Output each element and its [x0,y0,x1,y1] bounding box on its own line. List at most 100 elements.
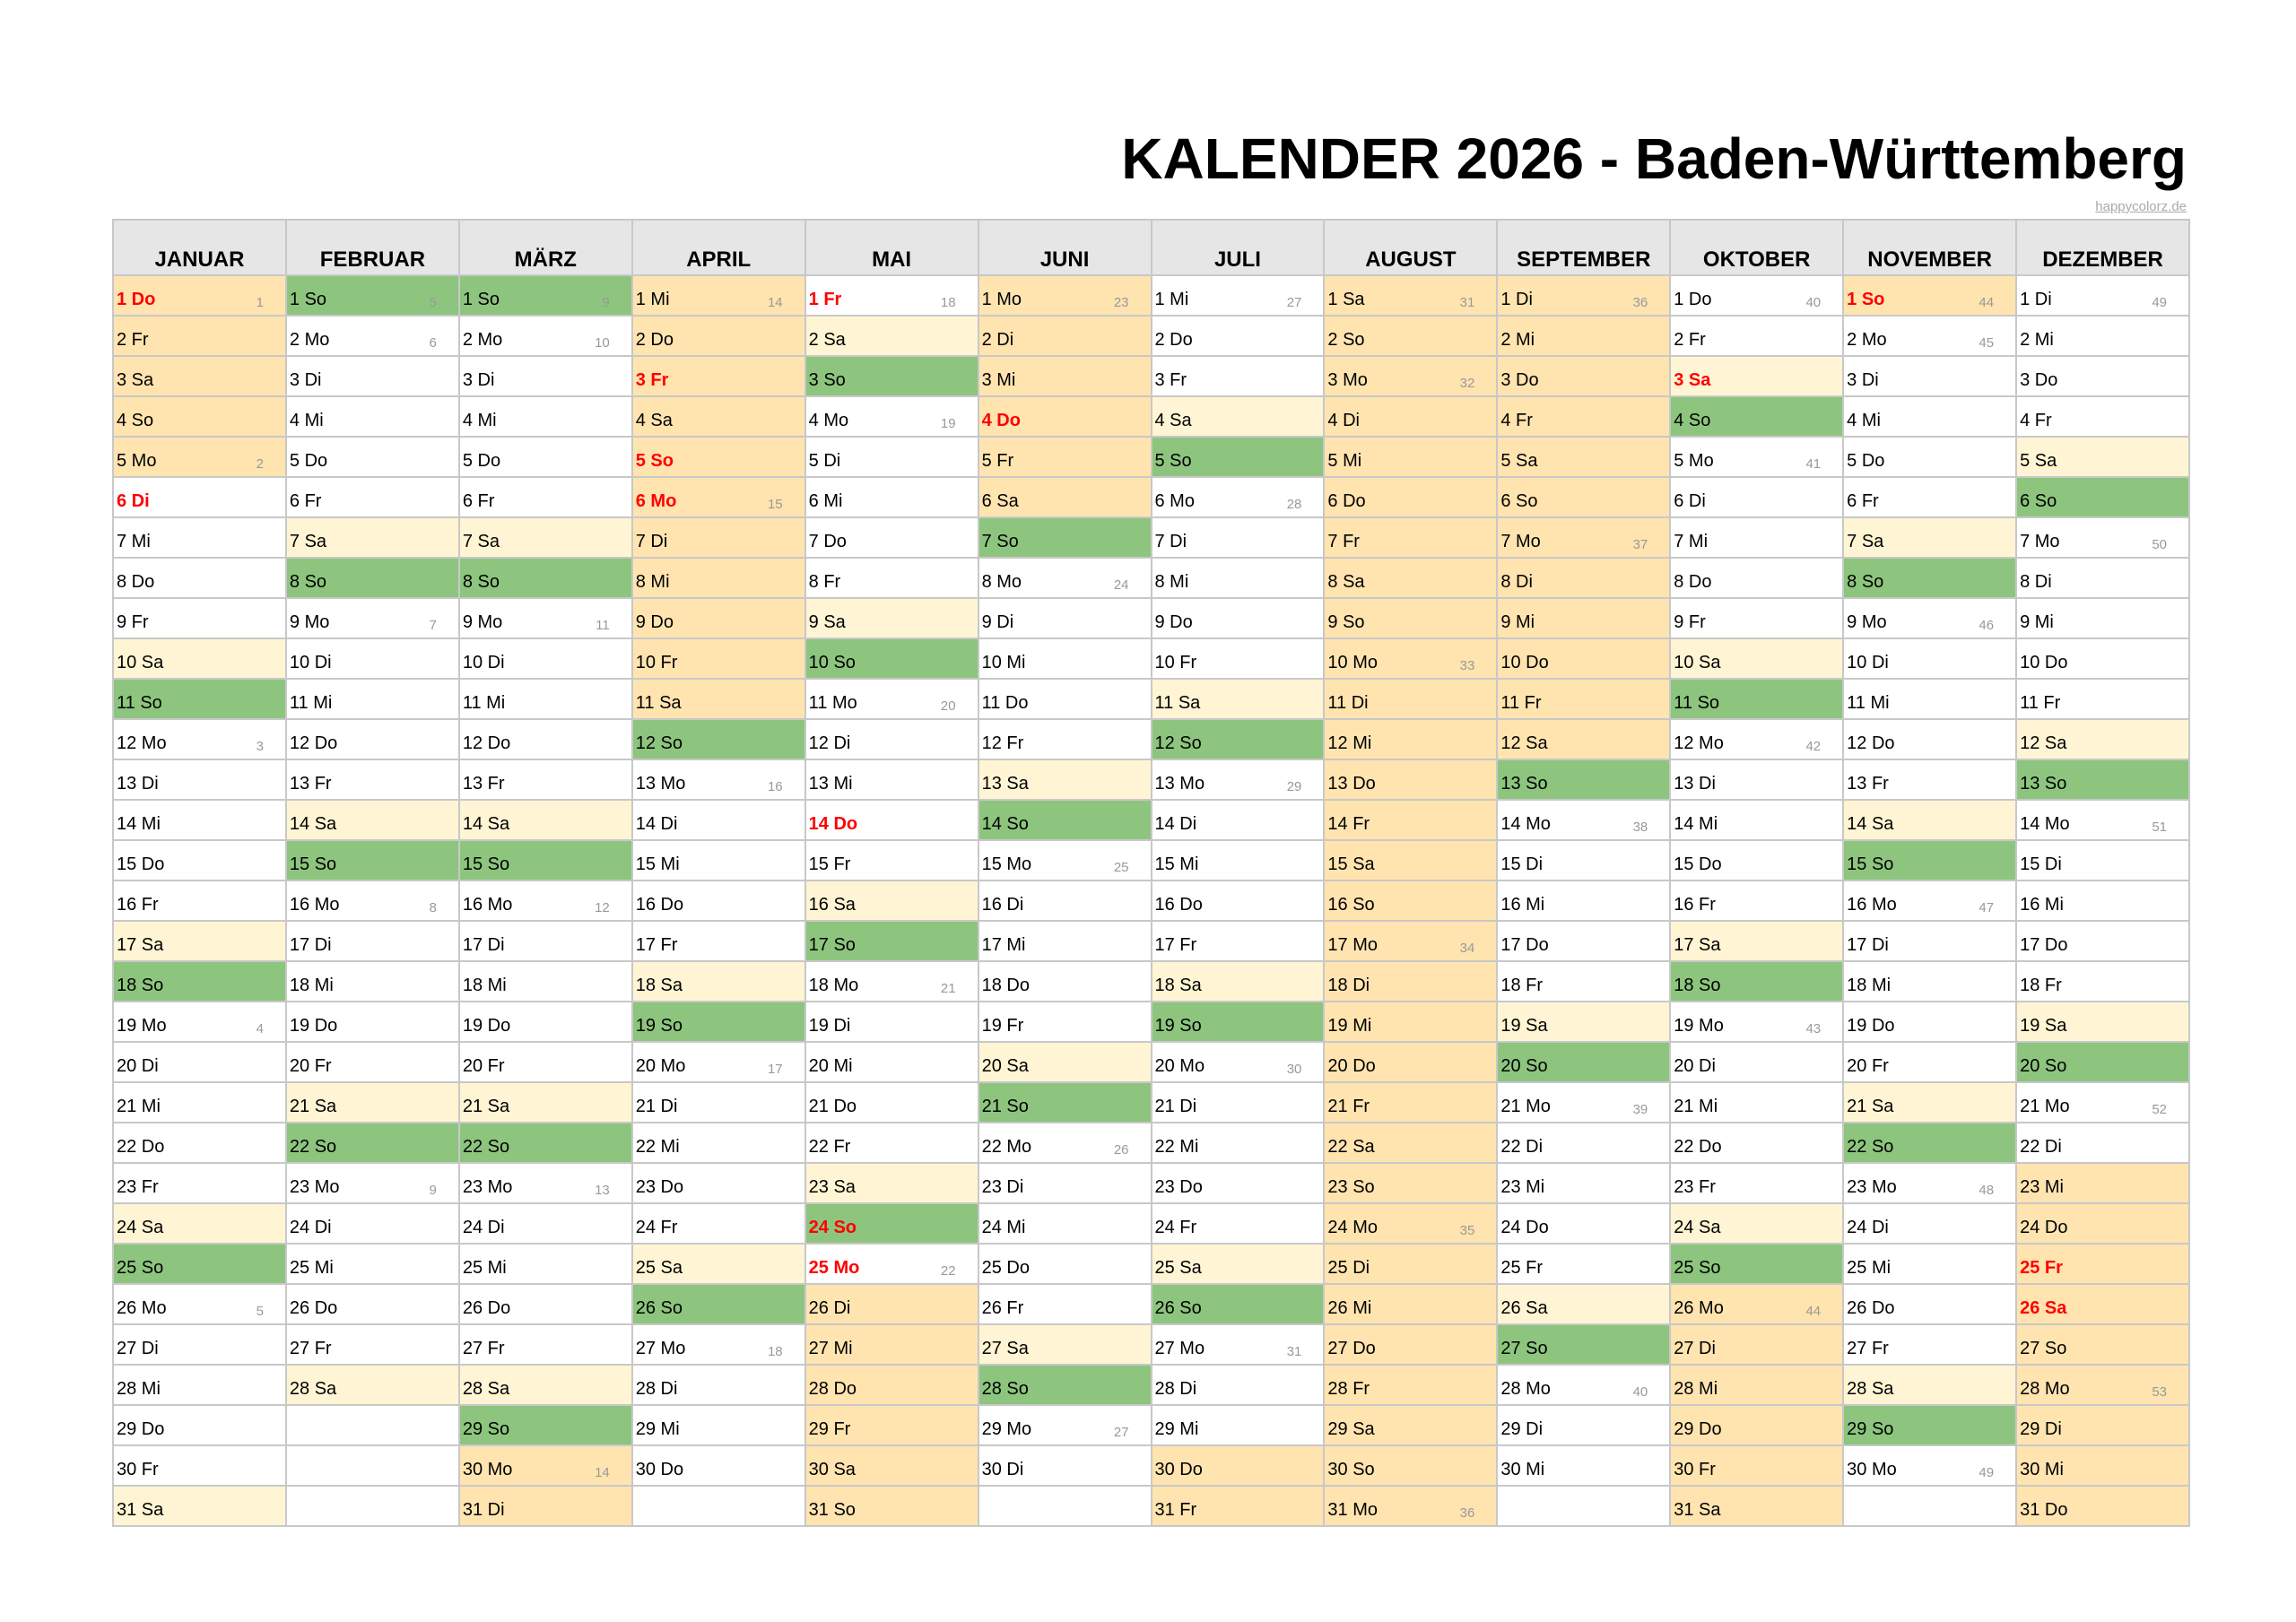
day-label: 23 So [1327,1177,1375,1197]
day-label: 16 Fr [117,895,159,915]
day-cell: 14 Mo 51 [2017,801,2190,841]
week-number: 40 [1632,1384,1648,1400]
day-label: 28 Sa [462,1379,510,1399]
day-label: 12 Mi [1327,733,1372,753]
day-label: 18 Fr [1500,976,1544,995]
day-label: 16 Sa [808,895,856,915]
day-label: 10 Fr [1154,653,1197,672]
day-cell: 15 Di [1498,841,1672,881]
week-number: 41 [1805,456,1822,472]
day-label: 25 Sa [635,1258,683,1278]
day-cell: 12 So [632,720,806,760]
day-label: 23 Fr [117,1177,159,1197]
day-label: 1 Di [1500,290,1533,309]
day-cell: 21 Mi [114,1083,287,1123]
week-number: 39 [1632,1102,1648,1117]
day-label: 4 Fr [2020,411,2052,430]
day-cell: 26 Mo 44 [1671,1285,1845,1325]
day-cell: 30 So [1325,1446,1499,1487]
day-cell: 30 Do [632,1446,806,1487]
day-label: 1 Mo [981,290,1022,309]
week-number: 27 [1286,295,1302,310]
day-cell: 12 Fr [978,720,1152,760]
day-cell: 23 Di [978,1164,1152,1204]
day-cell: 6 Fr [1844,478,2018,518]
day-label: 28 Do [808,1379,857,1399]
day-label: 12 Di [808,733,851,753]
day-label: 30 Fr [1674,1460,1716,1479]
day-cell: 24 Sa [114,1204,287,1245]
day-cell: 14 Sa [286,801,460,841]
day-label: 6 Mo [635,491,677,511]
day-label: 19 Do [462,1016,511,1036]
day-cell: 18 Mi [459,962,633,1002]
day-label: 5 So [635,451,674,471]
day-cell: 17 Di [1844,922,2018,962]
day-cell: 23 Mo 48 [1844,1164,2018,1204]
day-label: 2 Do [635,330,674,350]
day-cell: 5 Mo 41 [1671,438,1845,478]
day-label: 31 Do [2020,1500,2068,1520]
day-cell: 25 Di [1325,1245,1499,1285]
day-cell: 30 Sa [805,1446,979,1487]
day-cell: 17 Mo 34 [1325,922,1499,962]
day-label: 3 Di [1847,370,1879,390]
day-label: 23 Mo [462,1177,513,1197]
day-label: 15 Do [1674,854,1722,874]
day-cell: 26 Do [459,1285,633,1325]
day-label: 29 So [462,1419,510,1439]
day-label: 25 Fr [1500,1258,1544,1278]
day-cell: 8 Fr [805,559,979,599]
day-label: 30 Mo [1847,1460,1897,1479]
day-label: 26 Mo [1674,1298,1724,1318]
day-cell: 24 Do [2017,1204,2190,1245]
month-column: MÄRZ 1 So 9 2 Mo 10 3 Di 4 Mi 5 Do 6 Fr 7 Sa 8 So 9… [459,221,633,1527]
day-label: 12 Do [462,733,511,753]
empty-cell [1498,1487,1672,1527]
day-label: 19 Fr [981,1016,1024,1036]
day-cell: 16 Mi [1498,881,1672,922]
day-cell: 27 Mi [805,1325,979,1366]
day-label: 13 Mo [635,774,686,794]
day-label: 2 Mo [1847,330,1887,350]
day-cell: 25 Fr [2017,1245,2190,1285]
day-cell: 30 Mi [2017,1446,2190,1487]
day-label: 18 Sa [1154,976,1202,995]
day-cell: 7 Mo 50 [2017,518,2190,559]
day-label: 16 Di [981,895,1024,915]
week-number: 19 [940,416,956,431]
day-label: 11 Sa [635,693,682,713]
day-label: 18 Fr [2020,976,2062,995]
credit-link[interactable]: happycolorz.de [2095,199,2187,214]
day-cell: 23 Sa [805,1164,979,1204]
day-label: 8 Mi [635,572,670,592]
day-cell: 16 Fr [114,881,287,922]
day-label: 1 So [1847,290,1885,309]
day-label: 27 Mi [808,1339,853,1358]
day-cell: 5 Mo 2 [114,438,287,478]
week-number: 27 [1113,1425,1129,1440]
day-label: 15 So [462,854,510,874]
day-label: 11 Mo [808,693,857,713]
day-label: 30 Do [635,1460,684,1479]
day-label: 29 So [1847,1419,1894,1439]
day-label: 24 Di [462,1218,505,1237]
day-label: 7 Mo [2020,532,2060,551]
day-cell: 9 Mo 11 [459,599,633,639]
day-label: 16 Mi [1500,895,1545,915]
day-label: 4 So [117,411,154,430]
day-cell: 10 So [805,639,979,680]
day-cell: 9 Mi [1498,599,1672,639]
day-cell: 3 Do [2017,357,2190,397]
day-cell: 16 Mi [2017,881,2190,922]
day-cell: 4 Di [1325,397,1499,438]
day-label: 26 Sa [1500,1298,1548,1318]
day-label: 6 So [2020,491,2057,511]
day-cell: 9 Sa [805,599,979,639]
day-label: 13 Fr [289,774,332,794]
day-cell: 18 So [1671,962,1845,1002]
day-label: 21 Mo [1500,1097,1551,1116]
week-number: 28 [1286,497,1302,512]
day-cell: 5 Sa [2017,438,2190,478]
day-cell: 19 Mo 4 [114,1002,287,1043]
